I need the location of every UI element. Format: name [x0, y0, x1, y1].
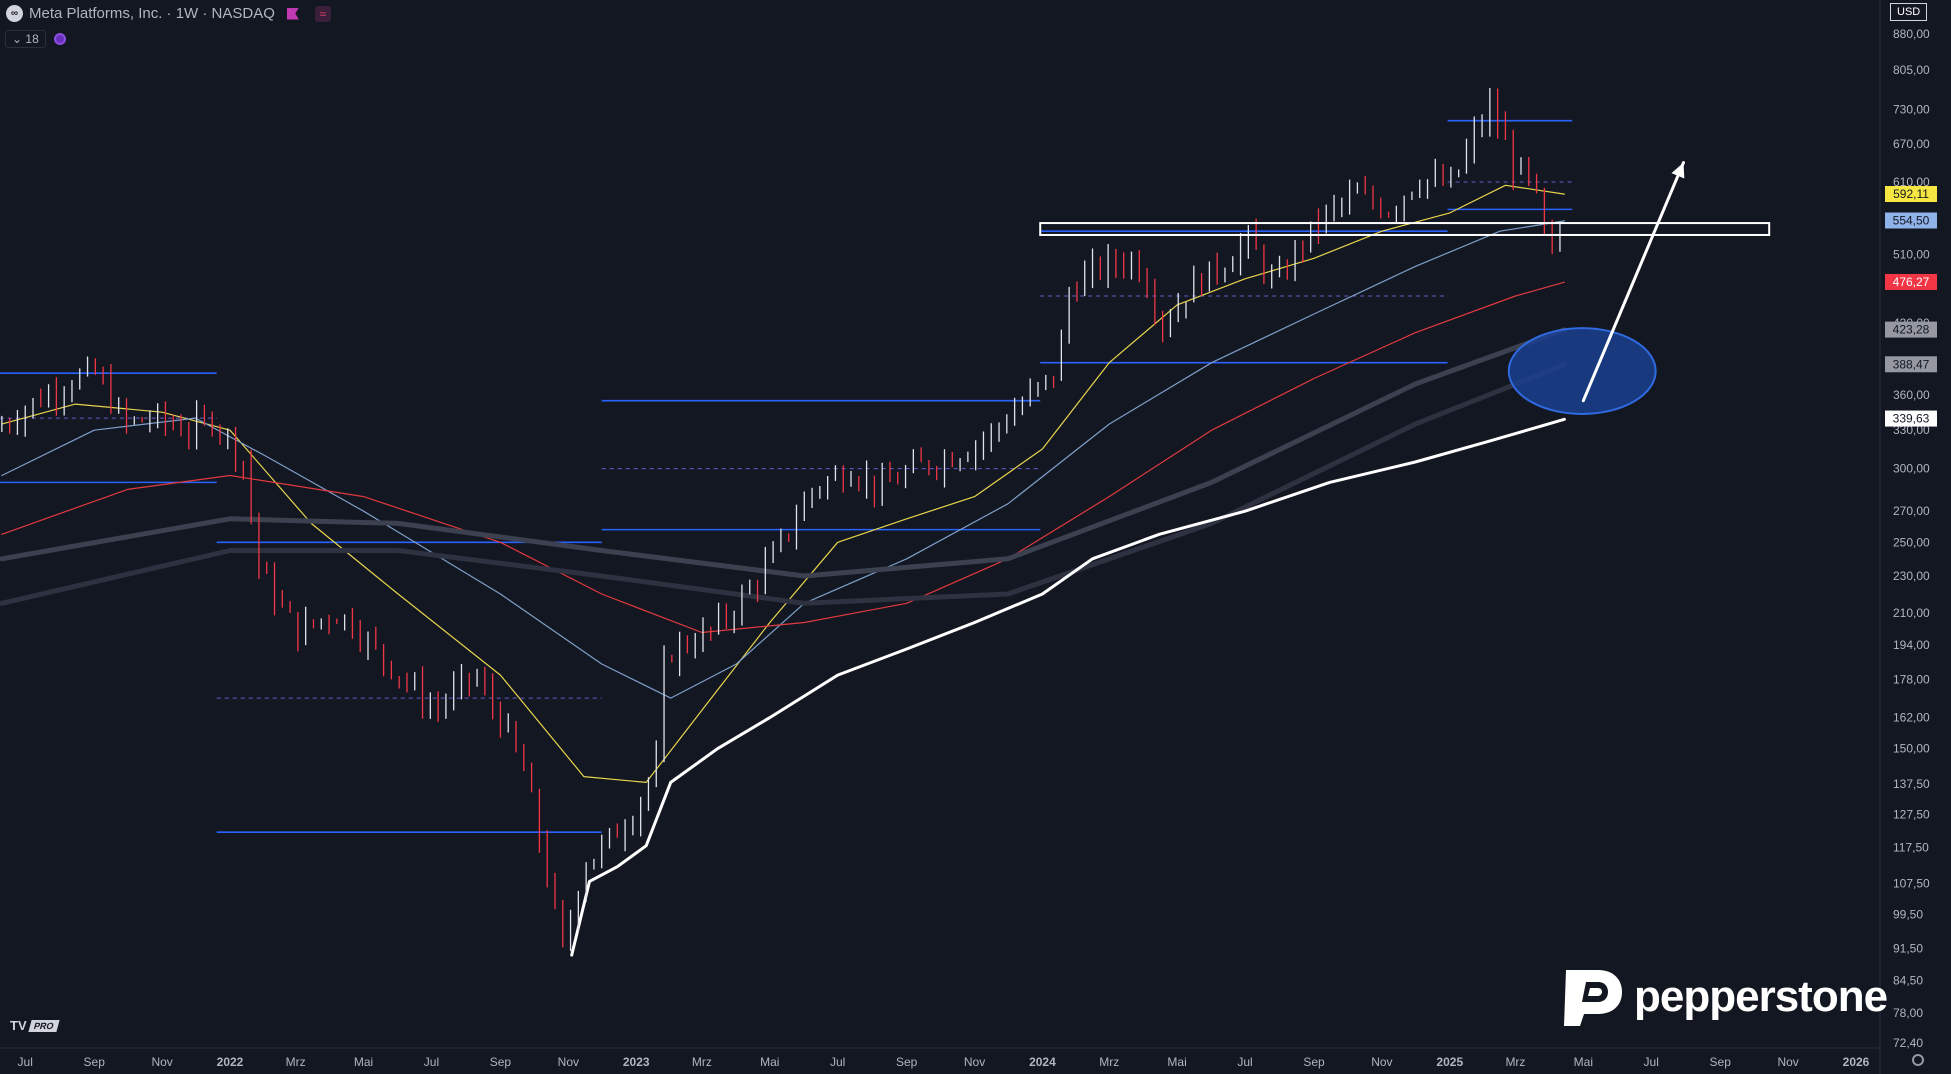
y-tick-label: 107,50 [1893, 876, 1930, 890]
moving-average-line [1, 220, 1565, 699]
x-tick-label: Sep [1303, 1055, 1325, 1069]
y-tick-label: 72,40 [1893, 1036, 1923, 1050]
price-label-bg [1885, 321, 1937, 338]
x-tick-label: Nov [151, 1055, 172, 1069]
y-tick-label: 730,00 [1893, 102, 1930, 116]
meta-logo-icon: ∞ [6, 5, 23, 22]
x-tick-label: Sep [1710, 1055, 1732, 1069]
price-label: 592,11 [1893, 187, 1929, 201]
tv-logo-icon: TV [10, 1018, 27, 1033]
x-tick-label: Mrz [1099, 1055, 1119, 1069]
x-tick-label: Mai [760, 1055, 779, 1069]
x-tick-label: 2023 [623, 1055, 650, 1069]
y-tick-label: 78,00 [1893, 1006, 1923, 1020]
y-tick-label: 360,00 [1893, 388, 1930, 402]
x-tick-label: Nov [964, 1055, 985, 1069]
y-tick-label: 330,00 [1893, 423, 1930, 437]
x-tick-label: Mrz [286, 1055, 306, 1069]
moving-average-line [1, 184, 1565, 783]
moving-average-line [1, 281, 1565, 634]
target-zone-ellipse [1507, 327, 1657, 415]
brand-name: pepperstone [1634, 972, 1888, 1021]
x-tick-label: Nov [1371, 1055, 1392, 1069]
flag-icon[interactable] [286, 7, 299, 20]
wave-icon[interactable]: ≈ [314, 5, 331, 22]
pepperstone-mark-icon [1564, 970, 1622, 1026]
x-tick-label: Jul [830, 1055, 845, 1069]
y-tick-label: 117,50 [1893, 840, 1929, 854]
x-tick-label: Jul [1644, 1055, 1659, 1069]
indicator-count: 18 [25, 32, 39, 46]
moving-average-line [570, 417, 1566, 957]
x-tick-label: Mai [354, 1055, 373, 1069]
y-tick-label: 99,50 [1893, 908, 1923, 922]
price-label-bg [1885, 410, 1937, 427]
x-tick-label: Mai [1574, 1055, 1593, 1069]
symbol-title[interactable]: Meta Platforms, Inc. · 1W · NASDAQ [29, 5, 275, 22]
x-tick-label: 2026 [1843, 1055, 1870, 1069]
price-label: 388,47 [1893, 357, 1930, 371]
layers-icon[interactable] [53, 33, 66, 45]
x-tick-label: Sep [84, 1055, 106, 1069]
y-tick-label: 137,50 [1893, 777, 1930, 791]
moving-average-line [0, 362, 1567, 606]
tradingview-logo: TV PRO [10, 1018, 59, 1033]
y-tick-label: 805,00 [1893, 63, 1930, 77]
price-label-bg [1885, 212, 1937, 229]
x-tick-label: Sep [896, 1055, 918, 1069]
moving-average-line [0, 327, 1567, 579]
chart-header: ∞ Meta Platforms, Inc. · 1W · NASDAQ ≈ [6, 5, 331, 22]
y-tick-label: 880,00 [1893, 27, 1930, 41]
y-tick-label: 250,00 [1893, 535, 1930, 549]
x-tick-label: Nov [1777, 1055, 1798, 1069]
x-tick-label: Mrz [1505, 1055, 1525, 1069]
arrow-head [1671, 162, 1685, 179]
price-label: 339,63 [1893, 412, 1930, 426]
indicator-toggle[interactable]: ⌄ 18 [5, 30, 66, 48]
price-label: 554,50 [1893, 214, 1930, 228]
x-tick-label: Mrz [692, 1055, 712, 1069]
y-tick-label: 670,00 [1893, 137, 1930, 151]
price-label-bg [1885, 185, 1937, 202]
y-tick-label: 510,00 [1893, 247, 1930, 261]
y-tick-label: 150,00 [1893, 742, 1930, 756]
y-tick-label: 84,50 [1893, 974, 1923, 988]
x-tick-label: Jul [1237, 1055, 1252, 1069]
y-tick-label: 91,50 [1893, 941, 1923, 955]
y-tick-label: 610,00 [1893, 175, 1930, 189]
projection-arrow [1581, 161, 1685, 403]
x-tick-label: 2025 [1436, 1055, 1463, 1069]
price-label: 423,28 [1893, 323, 1930, 337]
x-tick-label: Jul [18, 1055, 33, 1069]
price-label-bg [1885, 273, 1937, 290]
x-tick-label: Jul [424, 1055, 439, 1069]
x-tick-label: Mai [1167, 1055, 1186, 1069]
price-label: 476,27 [1893, 275, 1930, 289]
indicator-count-box[interactable]: ⌄ 18 [5, 30, 46, 48]
y-tick-label: 300,00 [1893, 462, 1930, 476]
x-tick-label: 2022 [217, 1055, 244, 1069]
y-tick-label: 210,00 [1893, 606, 1930, 620]
x-tick-label: Nov [558, 1055, 579, 1069]
pepperstone-logo: pepperstone [1558, 966, 1888, 1028]
pro-badge: PRO [28, 1019, 59, 1032]
y-tick-label: 162,00 [1893, 711, 1930, 725]
y-tick-label: 178,00 [1893, 673, 1930, 687]
y-tick-label: 127,50 [1893, 807, 1930, 821]
x-tick-label: 2024 [1029, 1055, 1056, 1069]
y-tick-label: 230,00 [1893, 569, 1930, 583]
resistance-zone-box [1039, 222, 1771, 236]
x-tick-label: Sep [490, 1055, 512, 1069]
currency-selector[interactable]: USD [1890, 3, 1928, 21]
y-tick-label: 194,00 [1893, 638, 1930, 652]
price-label-bg [1885, 356, 1937, 373]
y-tick-label: 270,00 [1893, 504, 1930, 518]
settings-icon[interactable] [1912, 1054, 1924, 1066]
chevron-down-icon: ⌄ [12, 32, 23, 46]
